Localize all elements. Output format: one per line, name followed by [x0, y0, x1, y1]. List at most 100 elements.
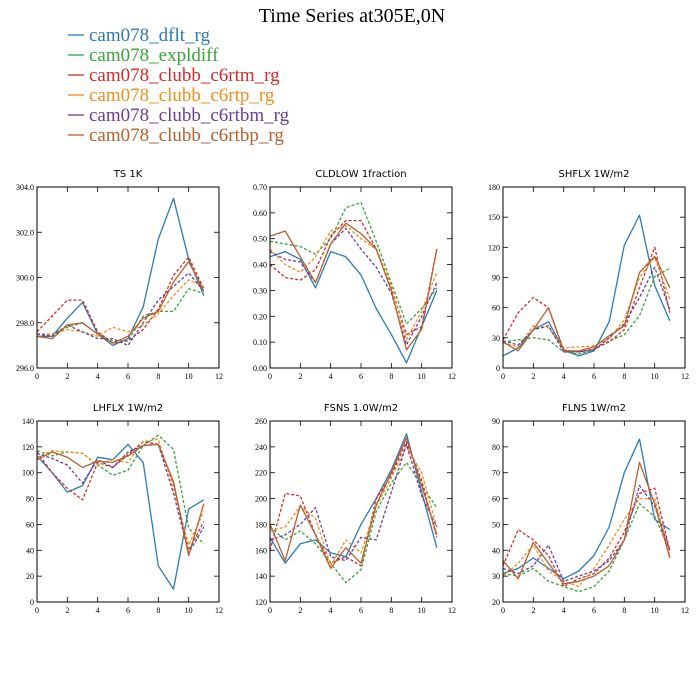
legend-entry: cam078_clubb_c6rtbm_rg: [89, 105, 290, 126]
x-tick-label: 6: [359, 372, 363, 381]
y-tick-label: 60: [492, 304, 500, 313]
x-tick-label: 12: [681, 606, 689, 615]
series-line: [36, 443, 205, 590]
x-tick-label: 10: [651, 372, 659, 381]
y-tick-label: 100: [22, 469, 34, 478]
x-tick-label: 6: [359, 606, 363, 615]
y-tick-label: 80: [26, 495, 34, 504]
series-line: [269, 225, 438, 341]
y-tick-label: 20: [26, 572, 34, 581]
series-line: [269, 222, 438, 351]
x-tick-label: 4: [96, 606, 100, 615]
x-tick-label: 10: [185, 372, 193, 381]
series-line: [36, 261, 205, 344]
legend-entry: cam078_clubb_c6rtbp_rg: [89, 125, 284, 146]
x-tick-label: 12: [681, 372, 689, 381]
x-tick-label: 8: [156, 606, 160, 615]
y-tick-label: 30: [492, 334, 500, 343]
y-tick-label: 298.0: [16, 319, 34, 328]
panel-title: SHFLX 1W/m2: [559, 169, 630, 180]
series-line: [502, 497, 671, 588]
x-tick-label: 12: [448, 606, 456, 615]
x-tick-label: 8: [389, 606, 393, 615]
x-tick-label: 4: [329, 606, 333, 615]
series-line: [502, 266, 671, 353]
x-tick-label: 8: [156, 372, 160, 381]
y-tick-label: 120: [488, 243, 500, 252]
figure-title: Time Series at305E,0N: [259, 5, 445, 27]
x-tick-label: 2: [298, 372, 302, 381]
legend-entry: cam078_clubb_c6rtp_rg: [89, 85, 275, 106]
y-tick-label: 80: [492, 443, 500, 452]
legend: cam078_dflt_rgcam078_expldiffcam078_club…: [68, 25, 290, 146]
series-line: [37, 288, 204, 342]
series-line: [36, 272, 205, 347]
plot-frame: [502, 420, 686, 603]
x-tick-label: 6: [126, 372, 130, 381]
y-tick-label: 40: [492, 546, 500, 555]
y-tick-label: 140: [255, 572, 267, 581]
y-tick-label: 90: [492, 417, 500, 426]
y-tick-label: 0: [496, 364, 500, 373]
plot-frame: [502, 186, 686, 369]
y-tick-label: 160: [255, 546, 267, 555]
plot-frame: [269, 186, 453, 369]
y-tick-label: 60: [26, 520, 34, 529]
y-tick-label: 0.30: [253, 286, 267, 295]
y-tick-label: 240: [255, 443, 267, 452]
x-tick-label: 8: [622, 372, 626, 381]
x-tick-label: 4: [96, 372, 100, 381]
series-line: [502, 256, 671, 349]
y-tick-label: 0: [30, 598, 34, 607]
series-line: [269, 443, 438, 562]
chart-panel: CLDLOW 1fraction 0 2 4 6 8 10 12 0.00 0.10 0.20 0.3…: [253, 169, 456, 381]
y-tick-label: 50: [492, 520, 500, 529]
y-tick-label: 140: [22, 417, 34, 426]
y-tick-label: 0.40: [253, 261, 267, 270]
x-tick-label: 0: [35, 606, 39, 615]
y-tick-label: 0.10: [253, 338, 267, 347]
x-tick-label: 12: [215, 606, 223, 615]
series-line: [269, 446, 438, 567]
series-line: [36, 441, 205, 551]
y-tick-label: 90: [492, 274, 500, 283]
y-tick-label: 180: [488, 183, 500, 192]
chart-panel: FSNS 1.0W/m2 0 2 4 6 8 10 12 120 140 160 180 200 220 2…: [255, 403, 456, 615]
x-tick-label: 8: [389, 372, 393, 381]
chart-panel: FLNS 1W/m2 0 2 4 6 8 10 12 20 30 40 50 60 70 80 90: [492, 403, 689, 615]
series-line: [269, 250, 438, 364]
x-tick-label: 0: [501, 372, 505, 381]
y-tick-label: 304.0: [16, 183, 34, 192]
series-line: [502, 484, 671, 582]
legend-entry: cam078_expldiff: [89, 45, 219, 66]
x-tick-label: 4: [562, 606, 566, 615]
y-tick-label: 60: [492, 495, 500, 504]
x-tick-label: 10: [651, 606, 659, 615]
x-tick-label: 6: [592, 372, 596, 381]
x-tick-label: 2: [531, 372, 535, 381]
y-tick-label: 260: [255, 417, 267, 426]
x-tick-label: 10: [185, 606, 193, 615]
y-tick-label: 0.70: [253, 183, 267, 192]
y-tick-label: 200: [255, 495, 267, 504]
y-tick-label: 302.0: [16, 228, 34, 237]
chart-panel: TS 1K 0 2 4 6 8 10 12 296.0 298.0 300.0 302.0 304.0: [16, 169, 223, 381]
y-tick-label: 296.0: [16, 364, 34, 373]
plot-frame: [36, 186, 220, 369]
x-tick-label: 2: [65, 372, 69, 381]
y-tick-label: 70: [492, 469, 500, 478]
series-line: [269, 461, 438, 584]
y-tick-label: 180: [255, 520, 267, 529]
x-tick-label: 0: [268, 372, 272, 381]
x-tick-label: 4: [562, 372, 566, 381]
panel-title: LHFLX 1W/m2: [93, 403, 163, 414]
x-tick-label: 0: [501, 606, 505, 615]
x-tick-label: 2: [531, 606, 535, 615]
x-tick-label: 12: [215, 372, 223, 381]
series-line: [36, 279, 205, 337]
series-line: [502, 214, 671, 357]
y-tick-label: 300.0: [16, 274, 34, 283]
series-line: [36, 443, 205, 557]
